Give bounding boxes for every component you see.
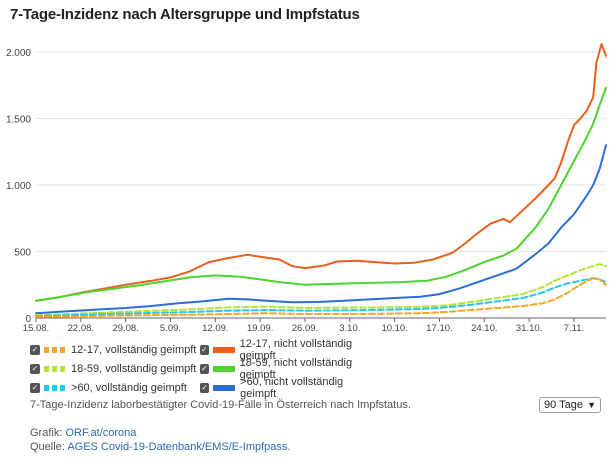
chevron-down-icon: ▼ — [587, 400, 596, 410]
solid-swatch-icon — [212, 365, 235, 373]
y-tick-label: 2.000 — [6, 48, 31, 59]
legend-label: 12-17, nicht vollständig geimpft — [239, 338, 353, 362]
x-tick-label: 17.10. — [426, 323, 452, 334]
legend-label: 18-59, vollständig geimpft — [71, 363, 197, 375]
legend-item-12-17-unvaccinated[interactable]: ✓ 12-17, nicht vollständig geimpft — [200, 338, 370, 362]
legend-item-12-17-vaccinated[interactable]: ✓ 12-17, vollständig geimpft — [30, 343, 200, 357]
x-tick-label: 31.10. — [516, 323, 542, 334]
y-tick-label: 500 — [14, 247, 31, 258]
checkbox-icon[interactable]: ✓ — [200, 383, 210, 393]
x-tick-label: 26.09. — [292, 323, 318, 334]
credit-grafik: Grafik: ORF.at/corona — [30, 427, 136, 439]
chart-description: 7-Tage-Inzidenz laborbestätigter Covid-1… — [30, 399, 411, 411]
y-tick-label: 1.000 — [6, 181, 31, 192]
series-line — [35, 86, 607, 302]
series-line — [35, 277, 607, 318]
series-line — [35, 277, 607, 317]
x-tick-label: 10.10. — [381, 323, 407, 334]
checkbox-icon[interactable]: ✓ — [200, 364, 209, 374]
series-line — [35, 263, 607, 317]
x-tick-label: 12.09. — [202, 323, 228, 334]
checkbox-icon[interactable]: ✓ — [30, 345, 40, 355]
credit-quelle: Quelle: AGES Covid-19-Datenbank/EMS/E-Im… — [30, 441, 290, 453]
x-tick-label: 22.08. — [68, 323, 94, 334]
y-tick-label: 0 — [25, 314, 31, 325]
legend-item-60-unvaccinated[interactable]: ✓ >60, nicht vollständig geimpft — [200, 376, 370, 400]
series-line — [35, 43, 607, 302]
legend-label: >60, nicht vollständig geimpft — [240, 376, 344, 400]
legend-item-60-vaccinated[interactable]: ✓ >60, vollständig geimpft — [30, 381, 200, 395]
credit-grafik-link[interactable]: ORF.at/corona — [65, 427, 137, 439]
y-tick-label: 1.500 — [6, 114, 31, 125]
legend-label: >60, vollständig geimpft — [71, 382, 187, 394]
x-tick-label: 29.08. — [112, 323, 138, 334]
dashed-swatch-icon — [44, 346, 66, 354]
x-tick-label: 3.10. — [339, 323, 360, 334]
legend-item-18-59-unvaccinated[interactable]: ✓ 18-59, nicht vollständig geimpft — [200, 357, 370, 381]
x-tick-label: 5.09. — [160, 323, 181, 334]
x-tick-label: 7.11. — [564, 323, 584, 334]
solid-swatch-icon — [212, 346, 235, 354]
checkbox-icon[interactable]: ✓ — [30, 364, 40, 374]
checkbox-icon[interactable]: ✓ — [200, 345, 209, 355]
credit-grafik-label: Grafik: — [30, 427, 63, 439]
page-title: 7-Tage-Inzidenz nach Altersgruppe und Im… — [10, 6, 360, 23]
x-tick-label: 24.10. — [471, 323, 497, 334]
dashed-swatch-icon — [44, 365, 66, 373]
series-line — [35, 144, 607, 315]
time-range-select[interactable]: 90 Tage ▼ — [539, 397, 601, 413]
dashed-swatch-icon — [44, 384, 66, 392]
credit-quelle-link[interactable]: AGES Covid-19-Datenbank/EMS/E-Impfpass. — [67, 441, 291, 453]
x-tick-label: 15.08. — [23, 323, 49, 334]
legend-label: 18-59, nicht vollständig geimpft — [239, 357, 353, 381]
checkbox-icon[interactable]: ✓ — [30, 383, 40, 393]
time-range-value: 90 Tage — [544, 399, 583, 411]
legend-label: 12-17, vollständig geimpft — [71, 344, 197, 356]
credit-quelle-label: Quelle: — [30, 441, 65, 453]
line-chart: 0 500 1.000 1.500 2.000 15.08. 22.08. 29.08. 5.0… — [6, 43, 607, 334]
legend: ✓ 12-17, vollständig geimpft ✓ 12-17, ni… — [30, 338, 410, 400]
legend-item-18-59-vaccinated[interactable]: ✓ 18-59, vollständig geimpft — [30, 362, 200, 376]
solid-swatch-icon — [213, 384, 236, 392]
x-tick-label: 19.09. — [247, 323, 273, 334]
